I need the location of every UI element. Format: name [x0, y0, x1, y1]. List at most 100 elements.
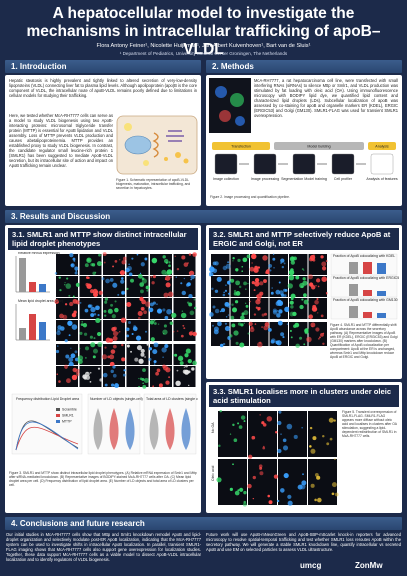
cell-signal	[139, 272, 142, 275]
cell-signal	[164, 344, 169, 349]
cell-signal	[65, 367, 67, 369]
cell-signal	[284, 306, 290, 313]
cell-signal	[96, 261, 102, 267]
cell-signal	[213, 329, 219, 335]
cell-signal	[126, 344, 130, 348]
cell-signal	[288, 269, 295, 276]
cell-signal	[219, 409, 222, 413]
cell-signal	[181, 310, 184, 312]
cell-signal	[75, 282, 80, 287]
cell-signal	[231, 307, 238, 313]
cell-signal	[290, 336, 293, 339]
cell-signal	[280, 488, 285, 493]
cell-signal	[227, 261, 230, 264]
cell-signal	[68, 294, 71, 297]
cell-signal	[275, 340, 280, 345]
cell-signal	[103, 261, 106, 264]
cell-signal	[314, 308, 317, 311]
cell-signal	[233, 289, 237, 293]
cell-signal	[149, 302, 154, 307]
cell-signal	[249, 300, 251, 303]
cell-signal	[331, 492, 335, 496]
cell-signal	[278, 309, 283, 314]
cell-signal	[225, 315, 228, 318]
cell-signal	[188, 253, 192, 256]
cell-signal	[312, 436, 317, 441]
violin	[181, 408, 191, 450]
cell-signal	[321, 261, 327, 267]
cell-signal	[70, 263, 75, 268]
cell-signal	[270, 291, 274, 295]
cell-signal	[128, 263, 130, 265]
cell-signal	[114, 300, 117, 303]
cell-signal	[299, 304, 304, 310]
cell-signal	[234, 490, 240, 496]
row-label: Oleic acid	[211, 466, 215, 481]
cell-signal	[267, 494, 271, 498]
cell-signal	[89, 380, 92, 383]
step-icon	[214, 153, 238, 175]
cell-signal	[183, 369, 190, 375]
cell-signal	[310, 483, 315, 488]
cell-signal	[114, 383, 119, 389]
cell-signal	[219, 343, 224, 348]
cell-signal	[245, 288, 247, 290]
cell-signal	[104, 297, 109, 301]
micrograph	[230, 322, 249, 346]
cell-signal	[140, 262, 145, 267]
cell-signal	[150, 276, 153, 278]
cell-signal	[101, 354, 108, 360]
stage-box	[368, 142, 396, 150]
legend-label: MTTP	[62, 420, 72, 424]
bar	[363, 290, 372, 296]
distribution-line	[15, 426, 79, 451]
cell-signal	[261, 326, 264, 329]
cell-signal	[83, 376, 87, 380]
cell-signal	[212, 261, 217, 266]
cell-signal	[176, 267, 180, 271]
cell-signal	[193, 306, 197, 310]
cell-signal	[175, 276, 177, 278]
cell-signal	[253, 313, 257, 316]
cell-signal	[138, 316, 141, 320]
cell-signal	[237, 258, 241, 262]
results-panel-3: 3.3. SMLR1 localises more in clusters un…	[206, 382, 402, 513]
stage-label: Analysis	[375, 145, 389, 149]
cell-signal	[112, 373, 117, 378]
cell-signal	[299, 336, 303, 340]
cell-signal	[63, 284, 66, 286]
cell-signal	[293, 434, 298, 440]
cell-signal	[79, 347, 81, 350]
cell-signal	[183, 262, 189, 267]
cell-signal	[119, 331, 121, 333]
cell-signal	[110, 349, 116, 354]
cell-signal	[315, 285, 317, 287]
cell-signal	[55, 349, 60, 354]
cell-signal	[54, 272, 58, 275]
methods-panel: McA-RH7777, a rat hepatocarcinoma cell l…	[206, 75, 402, 206]
step-label: Analysis of features	[366, 177, 398, 181]
bar	[39, 322, 46, 340]
figure-caption: Figure 3. SMLR1 and MTTP show distinct i…	[9, 471, 197, 487]
cell-signal	[174, 353, 178, 357]
bar	[29, 282, 36, 292]
cell-signal	[127, 320, 131, 324]
cell-signal	[316, 298, 319, 301]
cell-signal	[227, 314, 230, 316]
cell-signal	[229, 334, 233, 338]
cell-signal	[251, 435, 256, 440]
cell-signal	[134, 357, 139, 362]
cell-signal	[295, 343, 300, 349]
cell-signal	[162, 255, 166, 259]
intro-panel: Hepatic steatosis is highly prevalent an…	[5, 75, 201, 206]
cell-signal	[161, 269, 167, 275]
cell-signal	[120, 317, 127, 323]
cell-signal	[86, 276, 89, 280]
cell-signal	[267, 327, 272, 332]
cell-signal	[151, 257, 158, 264]
cell-signal	[272, 310, 278, 315]
cell-signal	[139, 282, 145, 287]
cell-signal	[105, 278, 110, 284]
cell-signal	[191, 367, 195, 371]
